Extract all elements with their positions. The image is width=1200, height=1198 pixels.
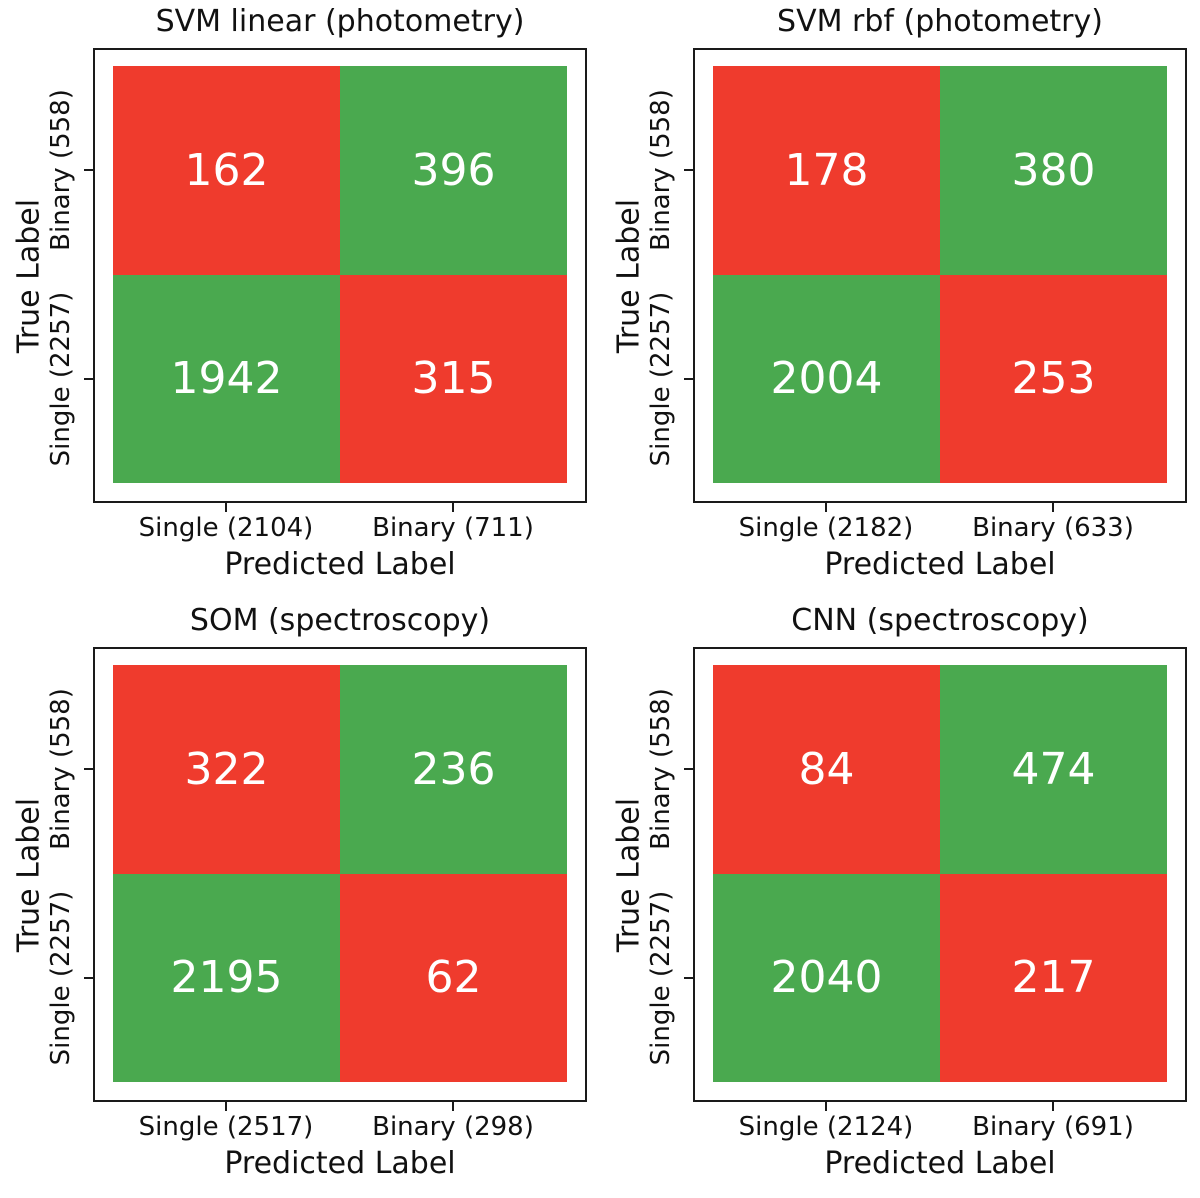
cell-value: 84 — [798, 743, 855, 795]
y-axis-tick — [684, 977, 693, 979]
cell-true-single-pred-single: 2040 — [713, 873, 940, 1082]
cell-true-binary-pred-binary: 474 — [940, 665, 1167, 874]
y-axis-tick — [684, 768, 693, 770]
axes-frame: 162 396 1942 315 — [93, 48, 587, 503]
cell-value: 178 — [784, 144, 869, 196]
x-tick-label: Single (2124) — [738, 1112, 914, 1142]
x-tick-label: Single (2517) — [138, 1112, 314, 1142]
x-tick-label: Single (2104) — [138, 513, 314, 543]
y-tick-label: Single (2257) — [646, 890, 676, 1066]
x-tick-label: Binary (633) — [972, 513, 1134, 543]
x-axis-tick — [452, 1102, 454, 1111]
cell-value: 162 — [184, 144, 269, 196]
cell-value: 315 — [411, 353, 496, 405]
cell-value: 253 — [1011, 353, 1096, 405]
panel-cnn: CNN (spectroscopy) 84 474 2040 217 Binar… — [600, 599, 1200, 1198]
cell-true-single-pred-binary: 253 — [940, 274, 1167, 483]
cell-value: 62 — [425, 952, 482, 1004]
y-axis-label: True Label — [11, 198, 47, 354]
y-tick-label: Single (2257) — [646, 291, 676, 467]
y-axis-label: True Label — [611, 198, 647, 354]
matrix-cells: 178 380 2004 253 — [713, 66, 1167, 483]
cell-true-binary-pred-binary: 236 — [340, 665, 567, 874]
cell-true-binary-pred-binary: 396 — [340, 66, 567, 275]
axes-frame: 178 380 2004 253 — [693, 48, 1187, 503]
x-axis-tick — [825, 503, 827, 512]
x-tick-label: Binary (711) — [372, 513, 534, 543]
y-axis-tick — [84, 169, 93, 171]
x-axis-label: Predicted Label — [824, 547, 1056, 582]
x-axis-tick — [452, 503, 454, 512]
cell-true-binary-pred-single: 322 — [113, 665, 340, 874]
cell-value: 474 — [1011, 743, 1096, 795]
y-tick-label: Binary (558) — [646, 89, 676, 251]
x-axis-label: Predicted Label — [224, 547, 456, 582]
y-axis-label: True Label — [11, 797, 47, 953]
plot-title: SOM (spectroscopy) — [189, 603, 491, 638]
cell-true-single-pred-single: 1942 — [113, 274, 340, 483]
matrix-cells: 322 236 2195 62 — [113, 665, 567, 1082]
y-tick-label: Single (2257) — [46, 291, 76, 467]
y-axis-tick — [84, 768, 93, 770]
cell-true-binary-pred-single: 162 — [113, 66, 340, 275]
x-axis-tick — [225, 503, 227, 512]
cell-value: 380 — [1011, 144, 1096, 196]
cell-true-binary-pred-binary: 380 — [940, 66, 1167, 275]
y-tick-label: Binary (558) — [646, 688, 676, 850]
y-axis-tick — [84, 378, 93, 380]
x-axis-label: Predicted Label — [824, 1146, 1056, 1181]
cell-value: 236 — [411, 743, 496, 795]
x-axis-tick — [1052, 1102, 1054, 1111]
matrix-cells: 84 474 2040 217 — [713, 665, 1167, 1082]
cell-true-single-pred-single: 2004 — [713, 274, 940, 483]
cell-true-single-pred-binary: 62 — [340, 873, 567, 1082]
y-tick-label: Binary (558) — [46, 89, 76, 251]
y-axis-label: True Label — [611, 797, 647, 953]
plot-title: SVM linear (photometry) — [155, 4, 525, 39]
panel-svm-linear: SVM linear (photometry) 162 396 1942 315… — [0, 0, 600, 599]
cell-value: 1942 — [170, 353, 283, 405]
x-tick-label: Binary (298) — [372, 1112, 534, 1142]
plot-title: SVM rbf (photometry) — [777, 4, 1103, 39]
cell-true-binary-pred-single: 84 — [713, 665, 940, 874]
x-axis-label: Predicted Label — [224, 1146, 456, 1181]
y-tick-label: Binary (558) — [46, 688, 76, 850]
x-tick-label: Binary (691) — [972, 1112, 1134, 1142]
cell-true-single-pred-single: 2195 — [113, 873, 340, 1082]
matrix-cells: 162 396 1942 315 — [113, 66, 567, 483]
cell-value: 2004 — [770, 353, 883, 405]
y-axis-tick — [84, 977, 93, 979]
axes-frame: 84 474 2040 217 — [693, 647, 1187, 1102]
x-axis-tick — [225, 1102, 227, 1111]
y-axis-tick — [684, 169, 693, 171]
x-tick-label: Single (2182) — [738, 513, 914, 543]
cell-value: 217 — [1011, 952, 1096, 1004]
cell-value: 322 — [184, 743, 269, 795]
x-axis-tick — [1052, 503, 1054, 512]
cell-true-single-pred-binary: 315 — [340, 274, 567, 483]
panel-svm-rbf: SVM rbf (photometry) 178 380 2004 253 Bi… — [600, 0, 1200, 599]
cell-value: 2195 — [170, 952, 283, 1004]
x-axis-tick — [825, 1102, 827, 1111]
y-tick-label: Single (2257) — [46, 890, 76, 1066]
panel-som: SOM (spectroscopy) 322 236 2195 62 Binar… — [0, 599, 600, 1198]
y-axis-tick — [684, 378, 693, 380]
cell-true-single-pred-binary: 217 — [940, 873, 1167, 1082]
cell-value: 396 — [411, 144, 496, 196]
plot-title: CNN (spectroscopy) — [791, 603, 1089, 638]
cell-value: 2040 — [770, 952, 883, 1004]
cell-true-binary-pred-single: 178 — [713, 66, 940, 275]
axes-frame: 322 236 2195 62 — [93, 647, 587, 1102]
